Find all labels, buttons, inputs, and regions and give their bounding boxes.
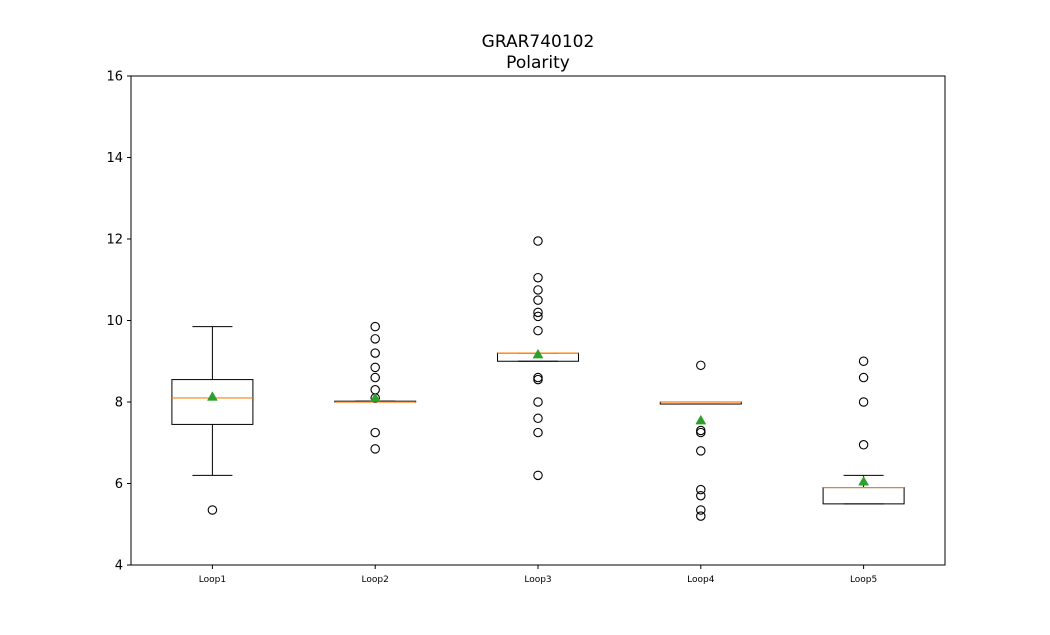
- y-tick-label: 14: [106, 151, 123, 166]
- outlier-point: [533, 307, 543, 318]
- box-loop3: [497, 236, 579, 481]
- x-axis: Loop1 Loop2 Loop3 Loop4 Loop5: [199, 565, 877, 585]
- box-loop2: [334, 321, 417, 454]
- outlier-point: [533, 372, 543, 383]
- x-tick-label: Loop2: [362, 575, 389, 585]
- outlier-point: [696, 360, 706, 371]
- mean-marker: [369, 392, 381, 402]
- x-tick-label: Loop5: [850, 575, 877, 585]
- chart-subtitle: Polarity: [506, 53, 570, 73]
- outlier-point: [696, 427, 706, 438]
- y-axis: 4 6 8 10 12 14 16: [106, 70, 131, 574]
- x-tick-label: Loop1: [199, 575, 226, 585]
- box-series: [171, 236, 905, 521]
- mean-marker: [206, 391, 218, 401]
- outlier-point: [370, 372, 380, 383]
- outlier-point: [533, 397, 543, 407]
- outlier-point: [533, 285, 543, 295]
- outlier-point: [533, 325, 543, 336]
- outlier-point: [533, 374, 543, 385]
- outlier-point: [696, 505, 706, 515]
- outlier-point: [370, 362, 380, 373]
- mean-marker: [532, 348, 544, 359]
- outlier-point: [370, 444, 380, 454]
- outlier-point: [696, 484, 706, 495]
- outlier-point: [533, 413, 543, 424]
- outlier-point: [858, 440, 869, 450]
- outlier-point: [370, 348, 380, 358]
- outlier-point: [533, 470, 543, 481]
- mean-marker: [695, 414, 707, 425]
- outlier-point: [858, 372, 869, 383]
- outlier-point: [533, 236, 543, 246]
- box-loop1: [171, 326, 254, 515]
- y-tick-label: 12: [106, 233, 123, 248]
- outlier-point: [858, 356, 869, 366]
- outlier-point: [370, 334, 380, 344]
- outlier-point: [696, 511, 706, 521]
- outlier-point: [533, 427, 543, 438]
- y-tick-label: 16: [106, 70, 123, 85]
- mean-marker: [858, 475, 870, 486]
- y-tick-label: 6: [115, 477, 123, 492]
- y-tick-label: 8: [115, 396, 123, 411]
- y-tick-label: 4: [115, 559, 123, 574]
- chart-title: GRAR740102: [482, 32, 595, 52]
- outlier-point: [207, 505, 218, 515]
- x-tick-label: Loop3: [524, 575, 551, 585]
- outlier-point: [696, 425, 706, 436]
- outlier-point: [696, 490, 706, 501]
- outlier-point: [370, 321, 380, 332]
- x-tick-label: Loop4: [687, 575, 715, 585]
- y-tick-label: 10: [106, 314, 123, 329]
- box-loop4: [659, 360, 742, 521]
- outlier-point: [533, 272, 543, 283]
- box-iqr: [822, 487, 905, 505]
- outlier-point: [858, 397, 869, 407]
- box-iqr: [171, 379, 254, 425]
- outlier-point: [533, 295, 543, 305]
- outlier-point: [696, 446, 706, 456]
- outlier-point: [370, 427, 380, 438]
- box-loop5: [822, 356, 905, 505]
- outlier-point: [533, 311, 543, 322]
